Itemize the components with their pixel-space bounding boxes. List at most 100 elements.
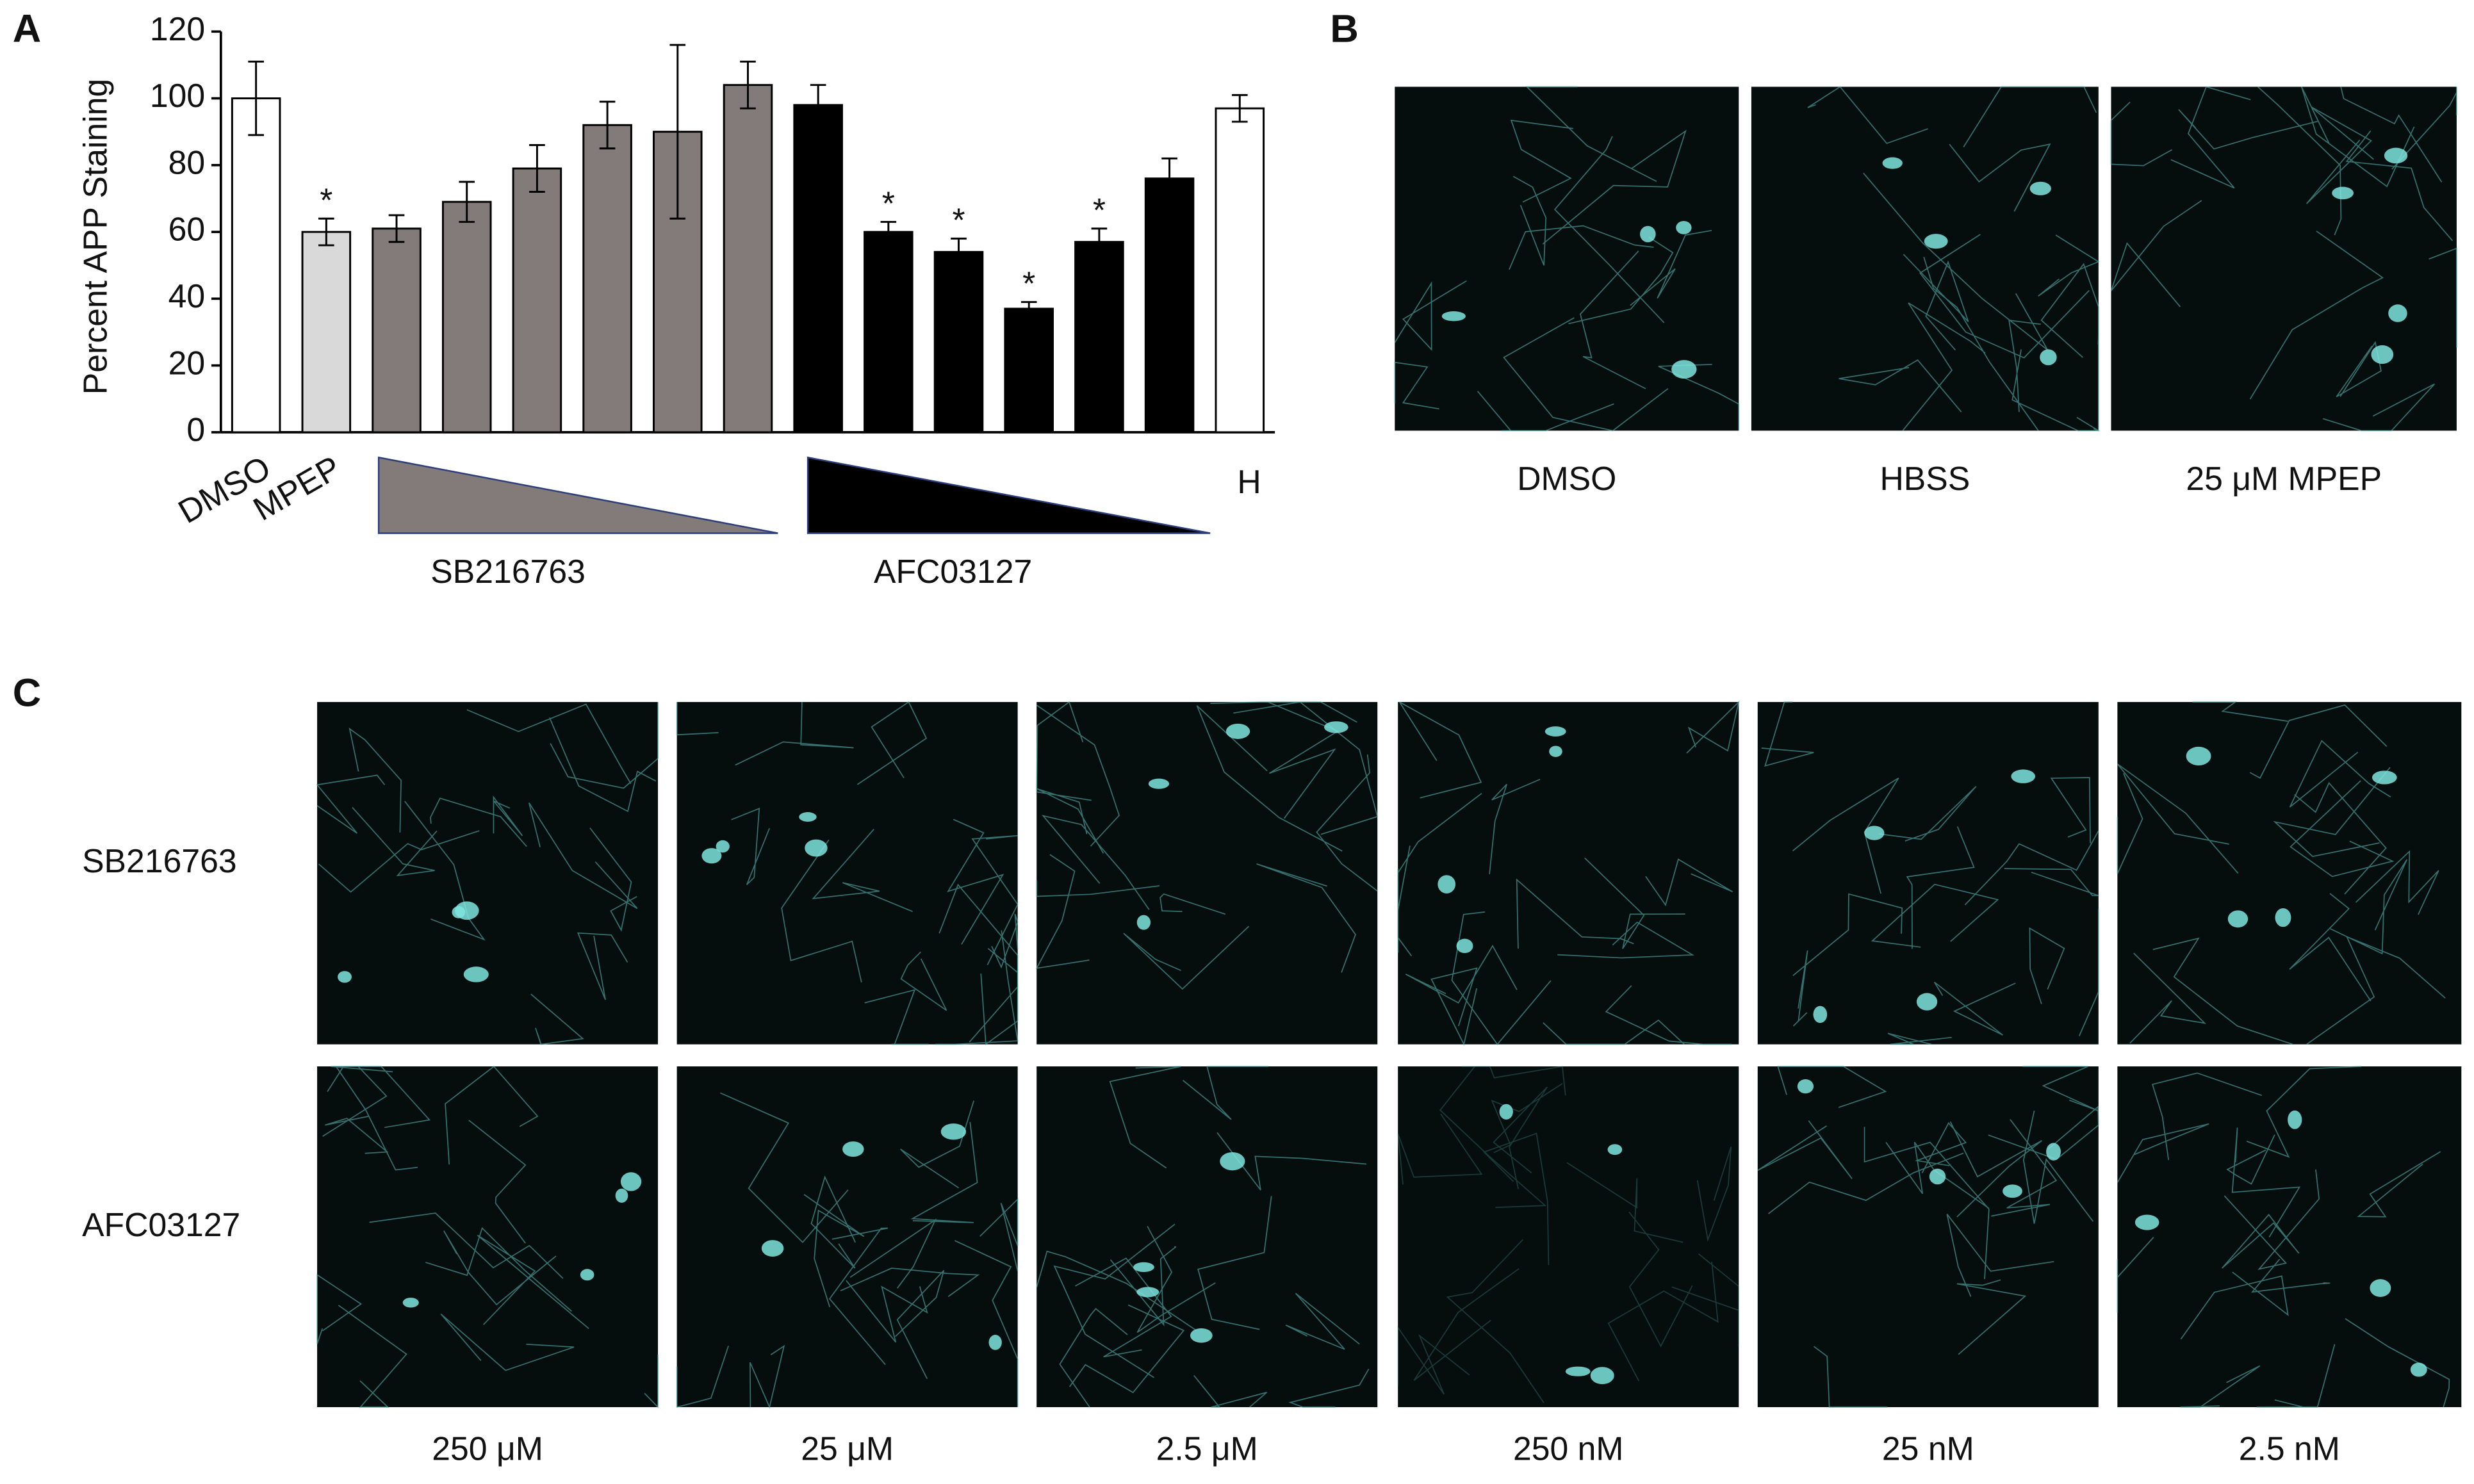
bar <box>1215 107 1265 434</box>
column-label: 2.5 μM <box>1156 1430 1258 1467</box>
y-tick-label: 20 <box>168 344 206 381</box>
column-label: 2.5 nM <box>2239 1430 2340 1467</box>
significance-marker: * <box>320 181 332 218</box>
y-tick-label: 0 <box>186 411 205 448</box>
y-tick-label: 40 <box>168 277 206 314</box>
micrograph <box>676 1066 1019 1409</box>
cell-body <box>988 1335 1002 1350</box>
cell-body <box>1190 1328 1213 1343</box>
micrograph-bg <box>1036 1066 1378 1408</box>
micrograph <box>2117 1066 2462 1408</box>
micrograph-bg <box>2111 86 2457 431</box>
group-label: SB216763 <box>430 553 586 590</box>
error-bar <box>951 238 967 266</box>
micrograph-bg <box>317 1066 659 1408</box>
error-bar <box>459 181 475 223</box>
error-bar <box>1020 301 1037 316</box>
cell-body <box>1499 1104 1513 1120</box>
column-label: 250 nM <box>1513 1430 1624 1467</box>
cell-body <box>1441 311 1466 322</box>
cell-body <box>2388 304 2407 322</box>
error-bar <box>388 214 405 243</box>
micrograph <box>1757 701 2099 1045</box>
cell-body <box>2227 910 2249 928</box>
neurite <box>316 1065 659 1409</box>
cell-body <box>1565 1366 1591 1376</box>
bar <box>582 124 632 434</box>
micrograph <box>316 702 659 1045</box>
error-bar <box>248 60 264 136</box>
y-tick-label: 100 <box>150 77 205 114</box>
column-label: 25 μM <box>801 1430 894 1467</box>
row-label: SB216763 <box>82 842 237 879</box>
cell-body <box>799 812 817 822</box>
significance-marker: * <box>882 184 895 222</box>
cell-body <box>940 1123 967 1140</box>
x-tick-label: H <box>1237 463 1261 500</box>
significance-marker: * <box>1093 192 1106 229</box>
micrograph-bg <box>1398 1066 1739 1408</box>
cell-body <box>1549 746 1562 757</box>
cell-body <box>2186 746 2211 766</box>
cell-body <box>2040 349 2057 366</box>
cell-body <box>2029 181 2051 195</box>
y-tick-label: 120 <box>150 10 205 47</box>
bar <box>1144 177 1195 434</box>
panel-label: A <box>13 7 41 51</box>
cell-body <box>1225 723 1250 739</box>
micrograph <box>676 701 1019 1046</box>
bar <box>301 231 352 434</box>
y-tick-label: 80 <box>168 143 206 181</box>
cell-body <box>2275 908 2291 927</box>
gradient-triangle <box>377 456 778 534</box>
image-caption: 25 μM MPEP <box>2186 460 2382 497</box>
cell-body <box>1590 1367 1614 1385</box>
cell-body <box>615 1188 628 1203</box>
cell-body <box>2410 1362 2427 1377</box>
micrograph-bg <box>676 1066 1018 1408</box>
row-label: AFC03127 <box>82 1206 240 1243</box>
cell-body <box>620 1172 642 1191</box>
cell-body <box>761 1240 784 1257</box>
cell-body <box>2288 1110 2302 1129</box>
bar <box>441 200 492 434</box>
micrograph <box>1397 700 1740 1047</box>
bar <box>723 84 773 434</box>
cell-body <box>1924 234 1948 249</box>
cell-body <box>402 1298 419 1308</box>
error-bar <box>599 101 616 150</box>
neurite <box>1394 86 1740 432</box>
error-bar <box>810 84 826 126</box>
error-bar <box>740 60 756 110</box>
cell-body <box>701 848 722 864</box>
neurite <box>1807 86 2101 432</box>
micrograph-bg <box>2117 702 2462 1045</box>
neurite <box>676 701 1019 1046</box>
bar <box>512 167 562 434</box>
bar <box>372 227 422 434</box>
cell-body <box>452 906 466 918</box>
cell-body <box>2011 769 2036 783</box>
cell-body <box>1640 225 1656 243</box>
micrograph-bg <box>1036 702 1378 1045</box>
micrograph <box>2110 86 2457 432</box>
micrograph-bg <box>317 702 659 1045</box>
cell-body <box>1797 1079 1814 1094</box>
cell-body <box>1544 726 1566 737</box>
error-bar <box>669 44 686 220</box>
cell-body <box>2332 186 2354 200</box>
micrograph-bg <box>676 702 1018 1045</box>
bar <box>864 231 913 434</box>
neurite <box>1036 1066 1370 1408</box>
micrograph <box>316 1065 659 1409</box>
neurite <box>1397 700 1740 1047</box>
cell-body <box>2371 345 2394 364</box>
cell-body <box>2372 771 2397 785</box>
micrograph <box>1035 701 1379 1045</box>
significance-marker: * <box>1022 265 1035 302</box>
error-bar <box>1161 157 1177 200</box>
bar <box>1074 241 1124 434</box>
significance-marker: * <box>952 202 965 239</box>
